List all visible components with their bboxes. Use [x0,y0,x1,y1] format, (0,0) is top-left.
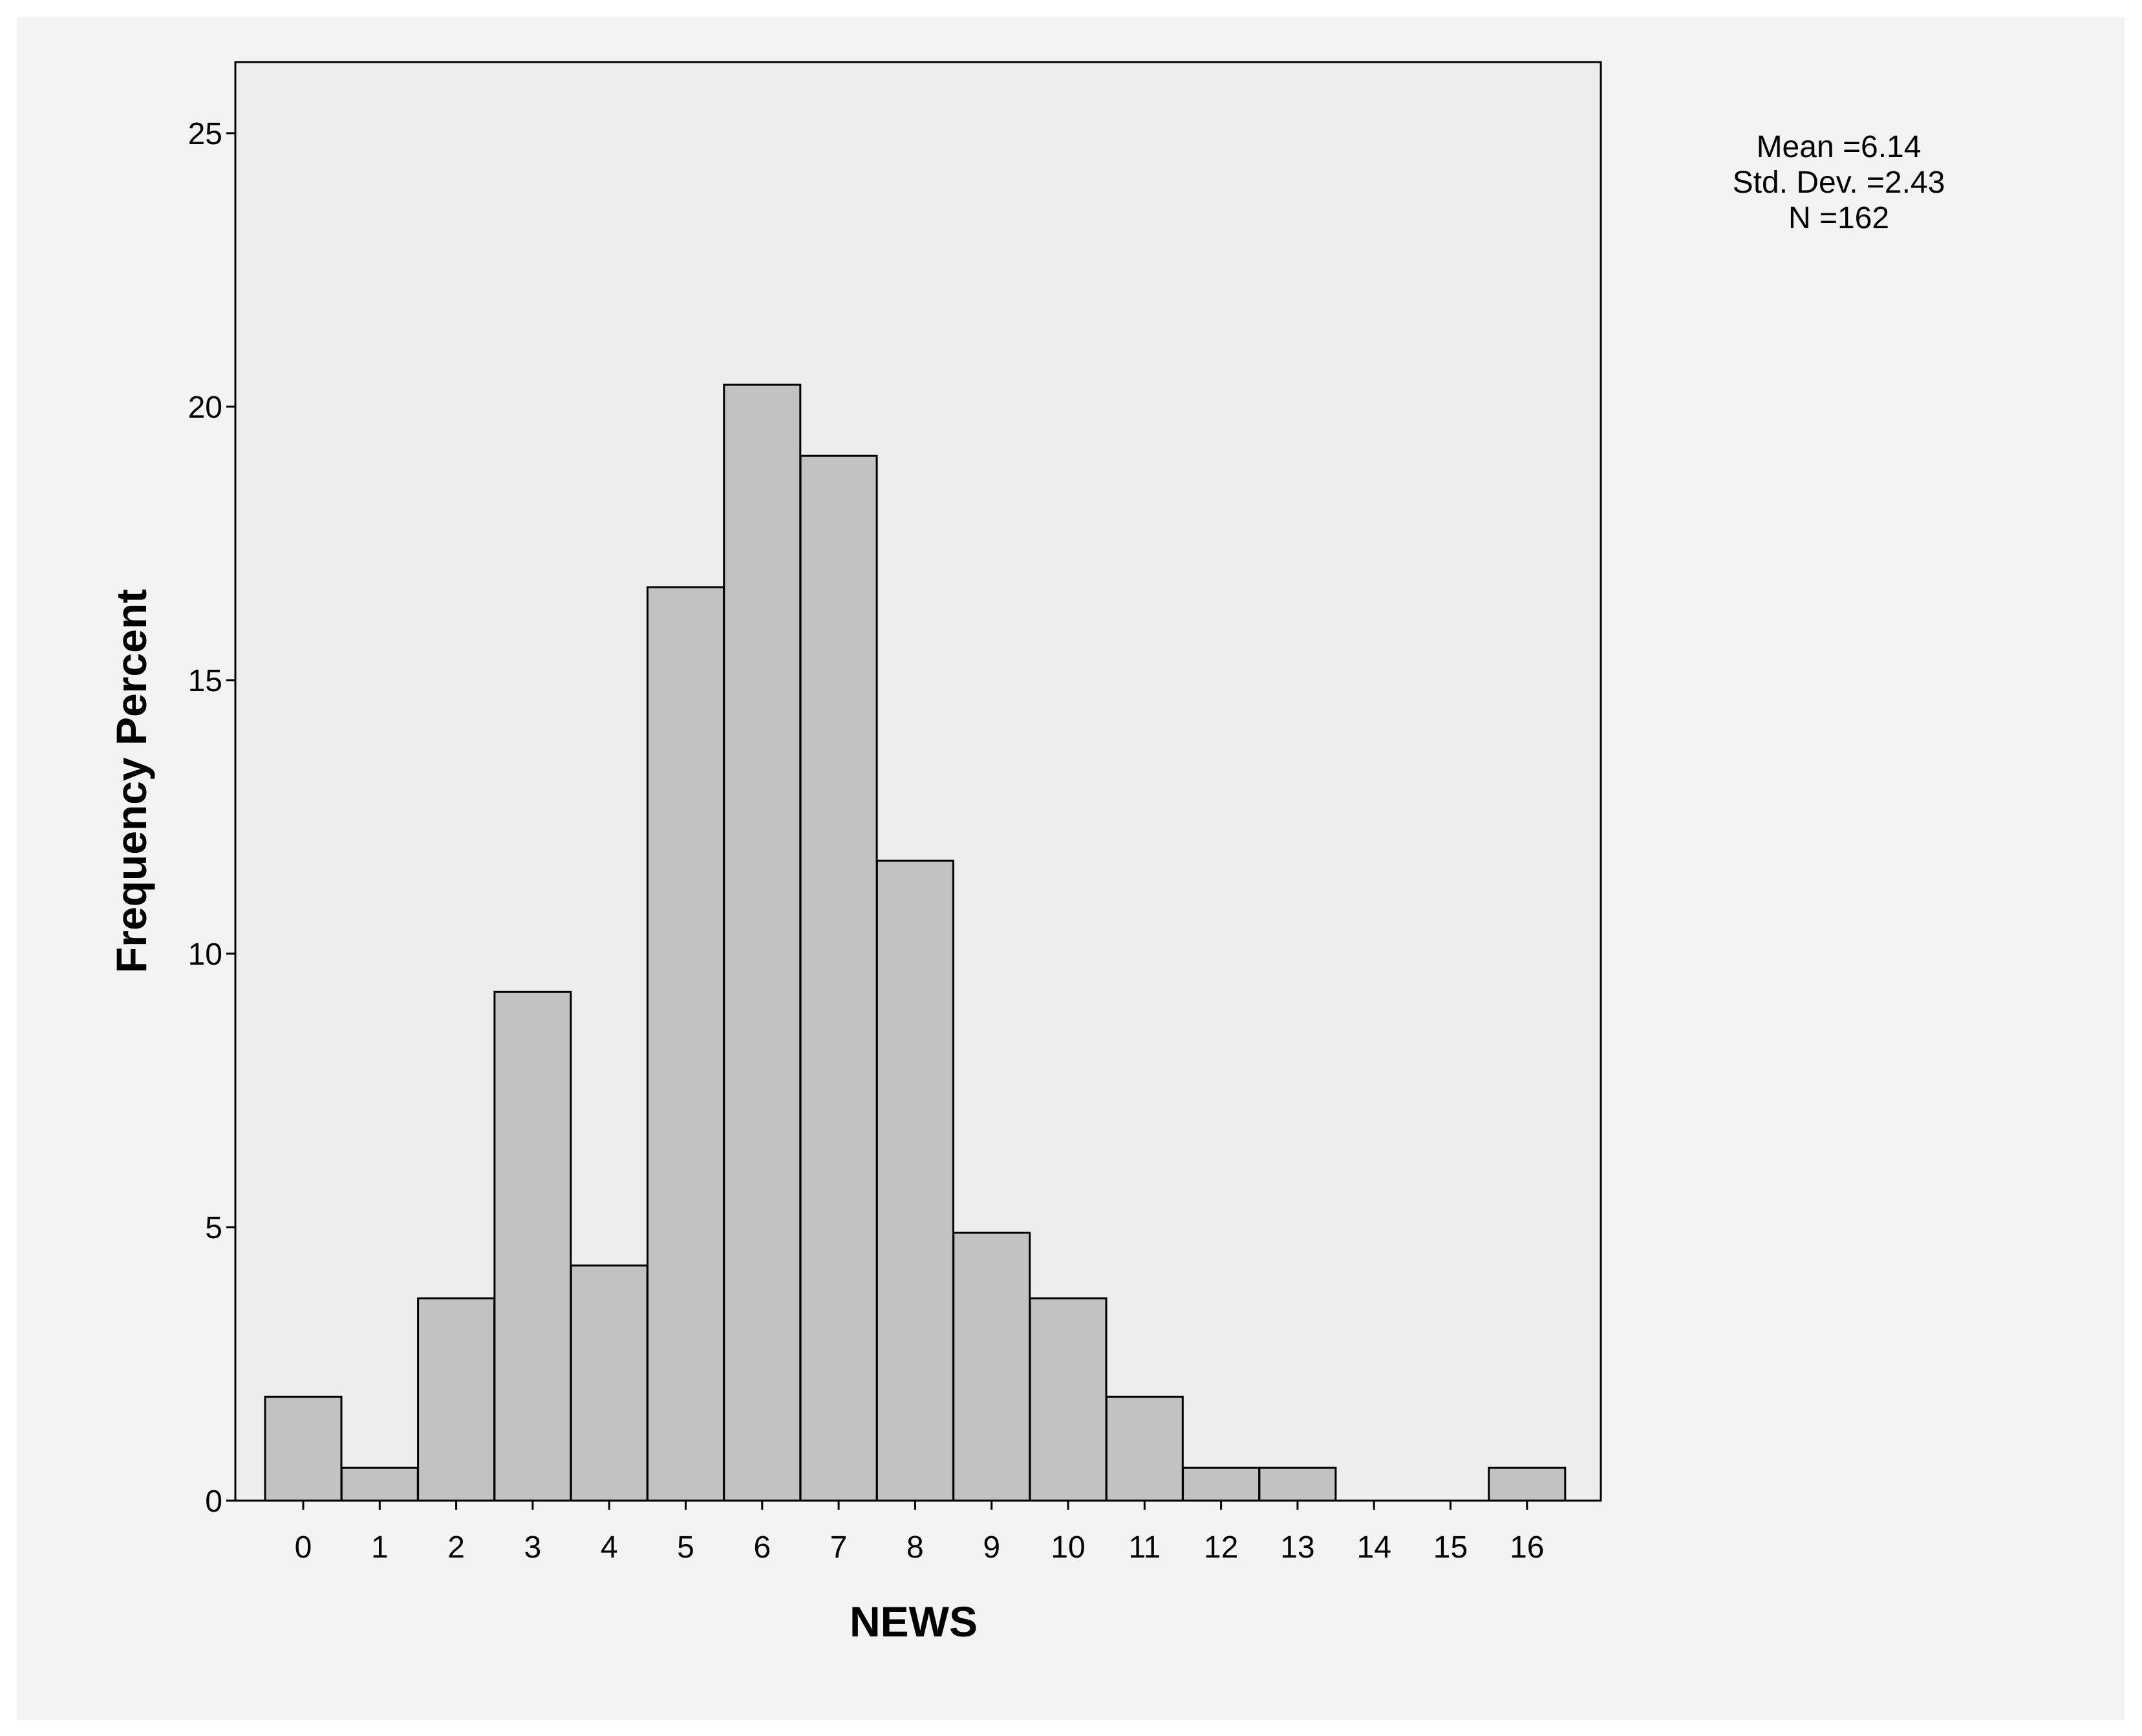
bar-7 [799,455,878,1502]
std-dev-stat: Std. Dev. =2.43 [1733,166,1945,200]
y-tick-label: 10 [188,938,222,972]
mean-stat: Mean =6.14 [1757,130,1922,164]
x-axis: 0 1 2 3 4 5 6 7 8 9 10 11 12 13 14 15 16 [295,1501,1544,1565]
bar-1 [340,1466,419,1502]
x-tick-label: 12 [1204,1530,1238,1565]
y-tick-label: 15 [188,664,222,698]
bar-2 [417,1297,496,1502]
x-tick-label: 2 [447,1530,465,1565]
x-tick-label: 10 [1051,1530,1085,1565]
bars [264,383,1567,1502]
x-tick-label: 0 [295,1530,312,1565]
x-tick-label: 4 [601,1530,618,1565]
statistics-box: Mean =6.14 Std. Dev. =2.43 N =162 [1733,130,1945,235]
x-tick-label: 8 [906,1530,924,1565]
x-tick-label: 13 [1280,1530,1314,1565]
bar-0 [264,1395,343,1502]
x-tick-label: 1 [371,1530,389,1565]
bar-3 [493,991,572,1502]
bar-9 [952,1232,1031,1502]
x-tick-label: 7 [830,1530,848,1565]
x-tick-label: 15 [1433,1530,1468,1565]
x-tick-label: 14 [1357,1530,1391,1565]
x-axis-title: NEWS [850,1598,978,1645]
n-stat: N =162 [1788,201,1889,235]
x-tick-label: 3 [524,1530,542,1565]
bar-5 [647,586,725,1502]
y-tick-label: 25 [188,117,222,151]
chart-panel: 0 5 10 15 20 25 0 1 2 3 4 5 6 7 8 9 10 11 12 13 14 15 16 Freq… [17,17,2125,1720]
bar-12 [1182,1466,1261,1502]
bar-6 [723,383,802,1502]
bar-16 [1488,1466,1567,1502]
x-tick-label: 9 [983,1530,1000,1565]
y-tick-label: 20 [188,391,222,425]
y-axis: 0 5 10 15 20 25 [188,117,235,1519]
bar-10 [1029,1297,1108,1502]
bar-4 [570,1264,648,1502]
bar-13 [1258,1466,1337,1502]
x-tick-label: 16 [1510,1530,1544,1565]
y-tick-label: 5 [205,1211,222,1245]
x-tick-label: 6 [753,1530,771,1565]
y-axis-title: Frequency Percent [107,589,155,973]
x-tick-label: 11 [1128,1530,1161,1565]
bar-11 [1105,1395,1184,1502]
y-tick-label: 0 [205,1484,222,1519]
bar-8 [875,859,954,1502]
x-tick-label: 5 [677,1530,694,1565]
